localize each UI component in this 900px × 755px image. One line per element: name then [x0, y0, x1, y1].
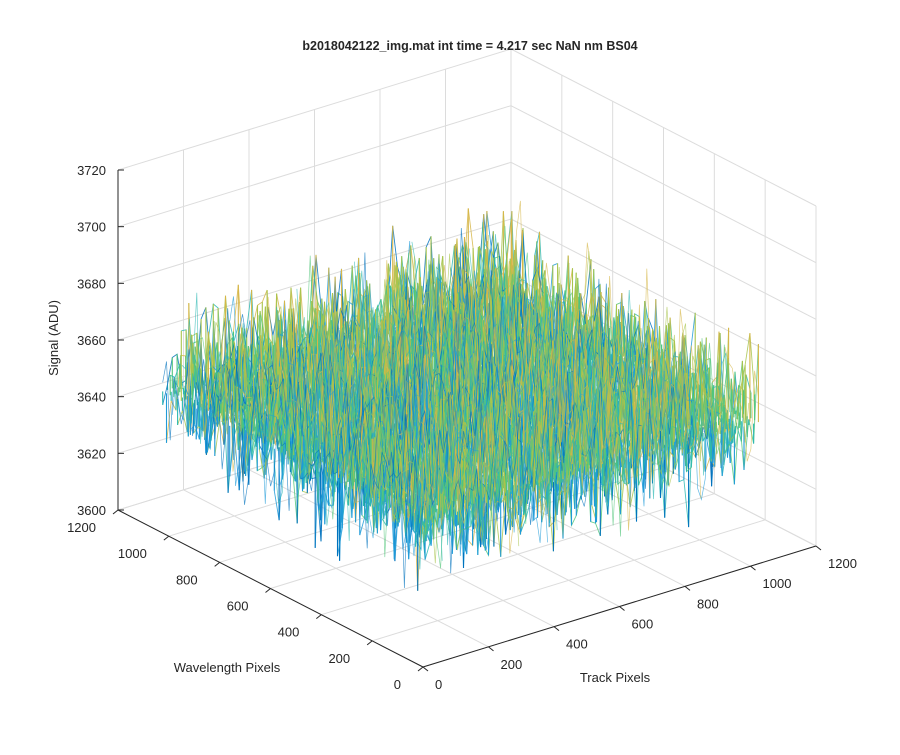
surface-mesh — [163, 201, 759, 591]
